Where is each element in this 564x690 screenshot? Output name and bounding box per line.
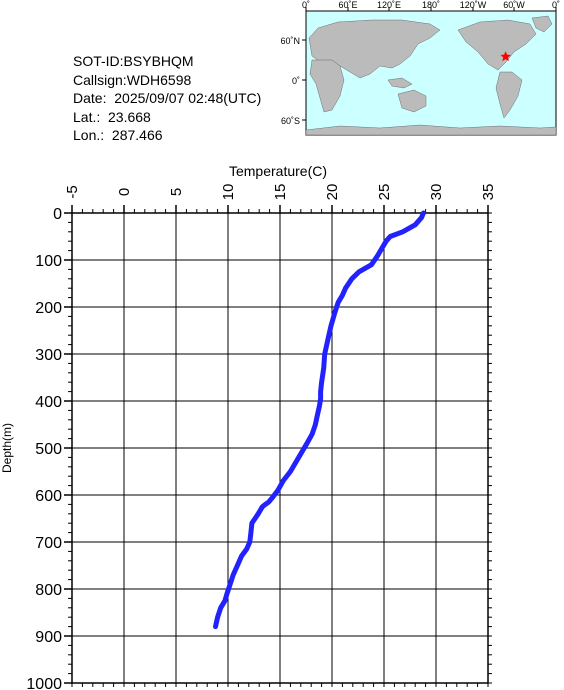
x-tick-label: 5 xyxy=(168,188,185,196)
y-tick-label: 400 xyxy=(35,394,62,411)
y-tick-label: 900 xyxy=(35,629,62,646)
map-lat-label: 60˚S xyxy=(281,116,300,126)
map-lat-label: 0˚ xyxy=(292,76,300,86)
y-axis-label: Depth(m) xyxy=(0,423,14,473)
x-tick-labels: -5 0 5 10 15 20 25 30 35 xyxy=(64,184,497,201)
land-south-america xyxy=(495,71,523,119)
x-tick-label: 35 xyxy=(480,184,497,201)
x-tick-label: 25 xyxy=(376,184,393,201)
y-tick-label: 800 xyxy=(35,582,62,599)
temperature-profile-series xyxy=(213,210,426,630)
y-tick-label: 300 xyxy=(35,347,62,364)
y-tick-label: 700 xyxy=(35,535,62,552)
station-info: SOT-ID:BSYBHQM Callsign:WDH6598 Date: 20… xyxy=(73,52,261,145)
land-north-america xyxy=(457,19,537,71)
y-tick-label: 200 xyxy=(35,300,62,317)
map-lon-label: 60˚E xyxy=(338,0,357,10)
land-africa xyxy=(309,59,345,113)
y-tick-label: 1000 xyxy=(26,676,62,690)
land-australia xyxy=(397,89,427,113)
map-grid xyxy=(302,7,557,121)
x-tick-label: 15 xyxy=(272,184,289,201)
latitude-label: Lat.: 23.668 xyxy=(73,108,151,125)
x-tick-label: 30 xyxy=(428,184,445,201)
station-marker-star-icon xyxy=(500,51,512,62)
location-map: 0˚ 60˚E 120˚E 180˚ 120˚W 60˚W 0˚ 60˚N 0˚… xyxy=(280,0,560,136)
plot-frame xyxy=(71,212,489,684)
sot-id-label: SOT-ID:BSYBHQM xyxy=(73,53,194,69)
map-lon-label: 120˚W xyxy=(460,0,487,10)
y-tick-label: 0 xyxy=(53,206,62,223)
map-lon-label: 0˚ xyxy=(552,0,560,10)
land-greenland xyxy=(531,15,553,33)
x-tick-label: 20 xyxy=(324,184,341,201)
y-tick-label: 100 xyxy=(35,253,62,270)
map-lon-label: 180˚ xyxy=(422,0,440,10)
y-tick-label: 500 xyxy=(35,441,62,458)
longitude-label: Lon.: 287.466 xyxy=(73,127,163,143)
map-lon-label: 60˚W xyxy=(503,0,525,10)
y-tick-labels: 0 100 200 300 400 500 600 700 800 900 1000 xyxy=(26,206,62,690)
callsign-label: Callsign:WDH6598 xyxy=(73,71,192,88)
land-antarctica xyxy=(305,124,557,136)
y-tick-label: 600 xyxy=(35,488,62,505)
temperature-profile-line xyxy=(213,210,426,630)
map-lon-label: 120˚E xyxy=(377,0,401,10)
x-axis-label: Temperature(C) xyxy=(229,163,327,179)
land-southeast-asia-islands xyxy=(387,77,413,89)
x-tick-label: -5 xyxy=(64,185,81,198)
map-lat-label: 60˚N xyxy=(280,36,300,46)
station-marker-layer xyxy=(500,51,512,62)
x-tick-label: 0 xyxy=(116,188,133,196)
map-land xyxy=(305,15,557,136)
map-lon-label: 0˚ xyxy=(302,0,310,10)
date-label: Date: 2025/09/07 02:48(UTC) xyxy=(73,90,262,106)
x-tick-label: 10 xyxy=(220,184,237,201)
